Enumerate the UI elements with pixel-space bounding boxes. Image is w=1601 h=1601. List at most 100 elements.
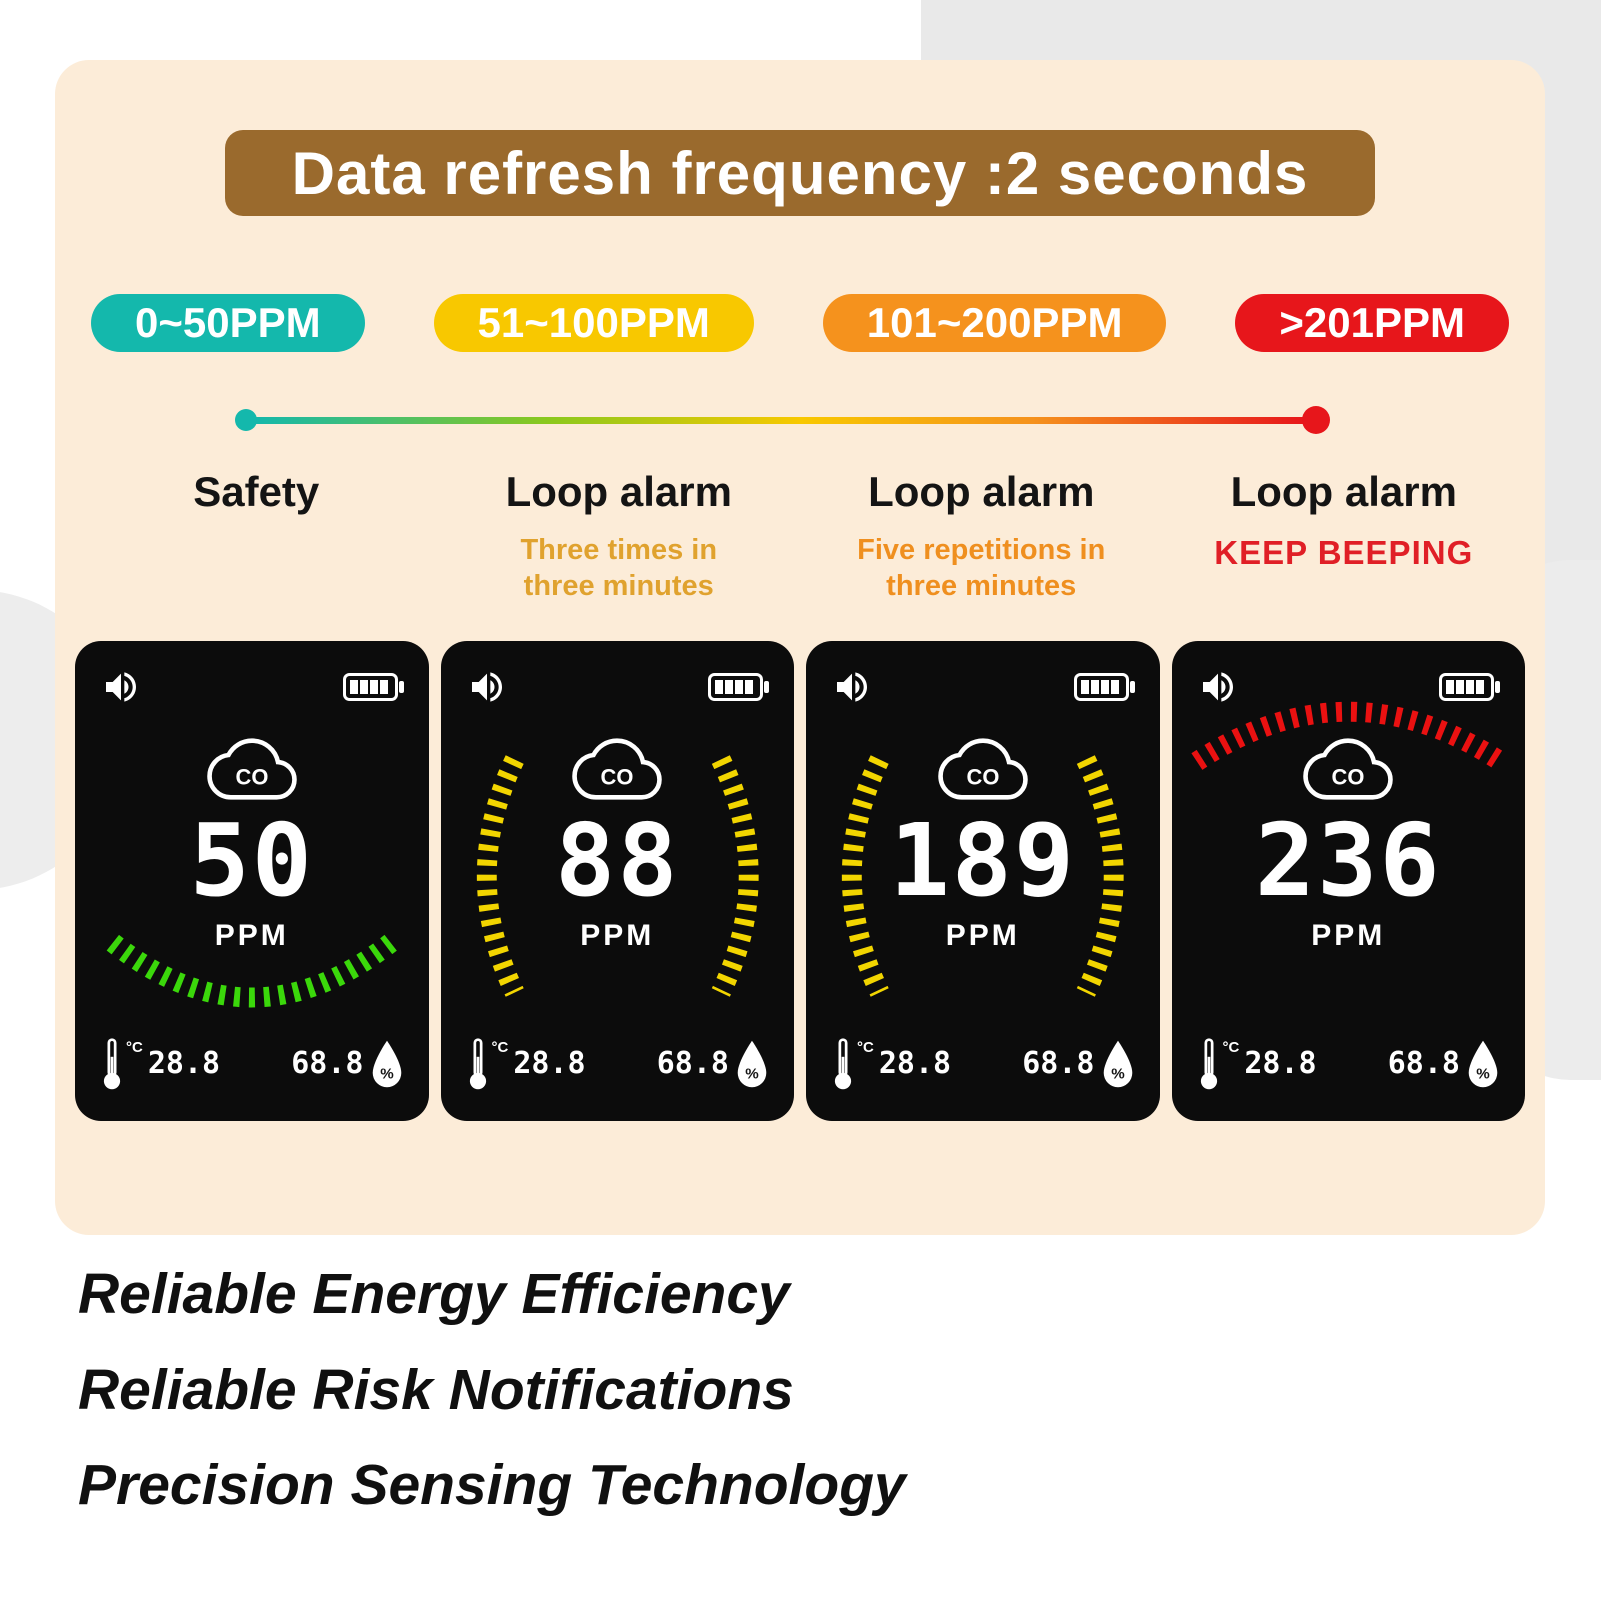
level-loop-alarm-1: Loop alarm Three times in three minutes — [438, 468, 801, 605]
level-title: Loop alarm — [505, 468, 732, 515]
ppm-unit: PPM — [945, 918, 1020, 952]
battery-icon — [708, 672, 769, 701]
humidity-icon: % — [1103, 1040, 1132, 1087]
feature-item: Precision Sensing Technology — [78, 1453, 906, 1518]
svg-text:%: % — [1111, 1065, 1125, 1082]
status-row — [465, 667, 771, 707]
feature-item: Reliable Energy Efficiency — [78, 1262, 790, 1326]
level-title: Safety — [193, 468, 320, 515]
banner-title: Data refresh frequency :2 seconds — [291, 139, 1309, 207]
detector-displays: CO 50 PPM °C 28.8 68.8 — [75, 640, 1525, 1121]
battery-icon — [342, 672, 404, 701]
temperature-unit: °C — [491, 1038, 509, 1056]
temperature-value: 28.8 — [513, 1046, 586, 1081]
thermometer-icon — [103, 1037, 121, 1089]
humidity-readout: 68.8 % — [1022, 1039, 1135, 1089]
range-pills: 0~50PPM 51~100PPM 101~200PPM >201PPM — [91, 294, 1509, 352]
ppm-reading: 236 — [1254, 801, 1442, 919]
co-detector-display-1: CO 50 PPM °C 28.8 68.8 — [75, 640, 429, 1121]
humidity-readout: 68.8 % — [657, 1039, 770, 1089]
level-subtitle: Three times in three minutes — [520, 534, 718, 603]
scale-end-dot — [1302, 406, 1330, 434]
level-arc-red — [1190, 701, 1506, 770]
level-subtitle: KEEP BEEPING — [1214, 534, 1474, 571]
level-loop-alarm-3: Loop alarm KEEP BEEPING — [1163, 468, 1526, 605]
level-subtitle: Five repetitions in three minutes — [857, 534, 1106, 603]
humidity-value: 68.8 — [1022, 1046, 1095, 1081]
temperature-unit: °C — [1222, 1038, 1240, 1056]
co-detector-display-2: CO 88 PPM °C 28.8 68.8 — [440, 640, 794, 1121]
humidity-icon: % — [737, 1040, 767, 1087]
humidity-readout: 68.8 % — [1388, 1039, 1501, 1089]
gradient-scale — [235, 406, 1330, 434]
level-arc-green — [106, 934, 397, 1007]
svg-text:%: % — [380, 1065, 394, 1082]
range-pill-mid: 101~200PPM — [822, 294, 1167, 352]
level-arc-yellow — [841, 754, 1124, 997]
co-detector-display-4: CO 236 PPM °C 28.8 68.8 — [1171, 640, 1525, 1121]
co-cloud-icon: CO — [206, 737, 297, 800]
speaker-icon — [837, 671, 867, 702]
range-pill-high: >201PPM — [1235, 294, 1509, 352]
ppm-reading: 189 — [889, 801, 1077, 919]
ppm-unit: PPM — [580, 918, 655, 952]
ppm-reading: 88 — [555, 801, 680, 919]
infographic-panel: Data refresh frequency :2 seconds 0~50PP… — [55, 60, 1545, 1235]
climate-row: °C 28.8 68.8 % — [465, 1037, 771, 1091]
humidity-value: 68.8 — [291, 1046, 364, 1081]
temperature-value: 28.8 — [878, 1046, 952, 1081]
temperature-readout: °C 28.8 — [830, 1037, 951, 1091]
level-title: Loop alarm — [1230, 468, 1457, 515]
speaker-icon — [1202, 671, 1233, 702]
level-loop-alarm-2: Loop alarm Five repetitions in three min… — [800, 468, 1163, 605]
thermometer-icon — [1200, 1037, 1217, 1089]
co-cloud-icon: CO — [1303, 737, 1394, 800]
scale-start-dot — [235, 409, 257, 431]
ppm-reading: 50 — [189, 801, 314, 919]
svg-text:CO: CO — [601, 764, 634, 789]
status-row — [830, 667, 1136, 707]
svg-text:%: % — [745, 1065, 759, 1082]
temperature-unit: °C — [126, 1038, 143, 1056]
humidity-readout: 68.8 % — [291, 1039, 404, 1089]
co-detector-display-3: CO 189 PPM °C 28.8 68.8 — [806, 640, 1160, 1121]
climate-row: °C 28.8 68.8 % — [1196, 1037, 1502, 1091]
speaker-icon — [471, 671, 502, 702]
battery-icon — [1439, 672, 1500, 701]
temperature-value: 28.8 — [147, 1046, 221, 1081]
humidity-icon: % — [1468, 1040, 1498, 1087]
temperature-unit: °C — [857, 1038, 874, 1056]
level-safety: Safety — [75, 468, 438, 605]
svg-text:CO: CO — [235, 764, 268, 789]
temperature-readout: °C 28.8 — [1196, 1037, 1317, 1091]
thermometer-icon — [469, 1037, 486, 1089]
ppm-unit: PPM — [214, 918, 289, 952]
svg-text:CO: CO — [1332, 764, 1365, 789]
banner: Data refresh frequency :2 seconds — [225, 130, 1375, 216]
range-pill-safe: 0~50PPM — [91, 294, 365, 352]
temperature-readout: °C 28.8 — [465, 1037, 586, 1091]
temperature-value: 28.8 — [1244, 1046, 1317, 1081]
level-title: Loop alarm — [868, 468, 1095, 515]
feature-list: Reliable Energy Efficiency Reliable Risk… — [78, 1262, 906, 1549]
svg-text:CO: CO — [966, 764, 999, 789]
thermometer-icon — [834, 1037, 852, 1089]
status-row — [1196, 667, 1502, 707]
co-cloud-icon: CO — [572, 737, 663, 800]
battery-icon — [1073, 672, 1135, 701]
svg-text:%: % — [1476, 1065, 1490, 1082]
alarm-levels: Safety Loop alarm Three times in three m… — [75, 468, 1525, 605]
range-pill-low: 51~100PPM — [433, 294, 754, 352]
temperature-readout: °C 28.8 — [99, 1037, 220, 1091]
climate-row: °C 28.8 68.8 % — [830, 1037, 1136, 1091]
status-row — [99, 667, 405, 707]
scale-line — [253, 416, 1306, 424]
feature-item: Reliable Risk Notifications — [78, 1357, 794, 1422]
speaker-icon — [106, 671, 136, 702]
ppm-unit: PPM — [1311, 918, 1386, 952]
co-cloud-icon: CO — [937, 737, 1028, 800]
humidity-value: 68.8 — [656, 1046, 729, 1081]
level-arc-yellow — [476, 754, 759, 997]
climate-row: °C 28.8 68.8 % — [99, 1037, 405, 1091]
